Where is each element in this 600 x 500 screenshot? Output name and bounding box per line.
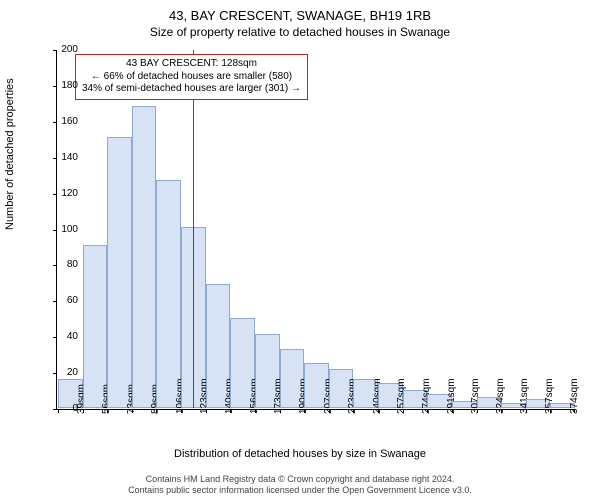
y-axis-label: Number of detached properties [4, 78, 16, 230]
x-tick-label: 324sqm [493, 378, 506, 414]
x-tick-mark [574, 409, 575, 413]
x-tick-mark [181, 409, 182, 413]
x-tick-mark [550, 409, 551, 413]
y-tick-label: 60 [54, 295, 78, 306]
histogram-bar [156, 180, 181, 408]
x-tick-mark [477, 409, 478, 413]
annotation-line: ← 66% of detached houses are smaller (58… [82, 71, 301, 84]
chart-title: 43, BAY CRESCENT, SWANAGE, BH19 1RB [0, 0, 600, 23]
y-tick-label: 0 [54, 403, 78, 414]
x-tick-mark [501, 409, 502, 413]
x-tick-label: 341sqm [517, 378, 530, 414]
annotation-line: 43 BAY CRESCENT: 128sqm [82, 58, 301, 71]
x-tick-mark [230, 409, 231, 413]
y-tick-label: 20 [54, 367, 78, 378]
annotation-box: 43 BAY CRESCENT: 128sqm← 66% of detached… [75, 54, 308, 100]
y-tick-label: 80 [54, 259, 78, 270]
x-tick-mark [107, 409, 108, 413]
x-tick-mark [255, 409, 256, 413]
annotation-line: 34% of semi-detached houses are larger (… [82, 83, 301, 96]
x-tick-label: 291sqm [444, 378, 457, 414]
x-tick-label: 307sqm [468, 378, 481, 414]
x-tick-mark [132, 409, 133, 413]
y-tick-label: 160 [54, 116, 78, 127]
histogram-bar [132, 106, 157, 408]
footer-line-1: Contains HM Land Registry data © Crown c… [0, 474, 600, 485]
footer-line-2: Contains public sector information licen… [0, 485, 600, 496]
footer-text: Contains HM Land Registry data © Crown c… [0, 474, 600, 497]
y-tick-label: 100 [54, 224, 78, 235]
y-tick-label: 120 [54, 188, 78, 199]
y-tick-label: 200 [54, 44, 78, 55]
x-tick-mark [403, 409, 404, 413]
x-axis-label: Distribution of detached houses by size … [0, 448, 600, 460]
histogram-bar [107, 137, 132, 408]
x-tick-mark [353, 409, 354, 413]
x-tick-mark [156, 409, 157, 413]
x-tick-mark [83, 409, 84, 413]
x-tick-mark [304, 409, 305, 413]
y-tick-label: 140 [54, 152, 78, 163]
reference-line [193, 50, 194, 408]
x-tick-mark [280, 409, 281, 413]
y-tick-label: 40 [54, 331, 78, 342]
plot-area: 39sqm56sqm73sqm89sqm106sqm123sqm140sqm15… [56, 50, 574, 410]
x-tick-mark [378, 409, 379, 413]
chart-subtitle: Size of property relative to detached ho… [0, 23, 600, 39]
x-tick-mark [329, 409, 330, 413]
chart-container: { "title": "43, BAY CRESCENT, SWANAGE, B… [0, 0, 600, 500]
x-tick-mark [427, 409, 428, 413]
x-tick-mark [526, 409, 527, 413]
x-tick-mark [452, 409, 453, 413]
y-tick-label: 180 [54, 80, 78, 91]
x-tick-label: 357sqm [542, 378, 555, 414]
x-tick-mark [206, 409, 207, 413]
